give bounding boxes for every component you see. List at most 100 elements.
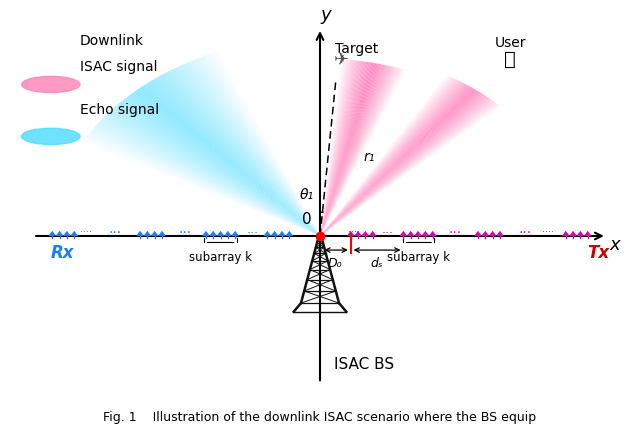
Wedge shape [320, 77, 452, 236]
Polygon shape [362, 231, 369, 236]
Polygon shape [496, 231, 504, 236]
Text: Downlink: Downlink [80, 34, 144, 48]
Text: y: y [321, 6, 331, 24]
Polygon shape [202, 231, 210, 236]
Polygon shape [562, 231, 570, 236]
Wedge shape [320, 61, 358, 236]
Wedge shape [320, 65, 387, 236]
Wedge shape [320, 66, 392, 236]
Wedge shape [129, 94, 320, 236]
Wedge shape [110, 110, 320, 236]
Wedge shape [88, 132, 320, 236]
Wedge shape [205, 55, 320, 236]
Polygon shape [414, 231, 422, 236]
Wedge shape [320, 62, 370, 236]
Polygon shape [231, 231, 239, 236]
Wedge shape [320, 67, 396, 236]
Text: ...: ... [246, 223, 259, 236]
Wedge shape [320, 89, 475, 236]
Wedge shape [320, 104, 499, 236]
Text: ....: .... [348, 224, 360, 235]
Wedge shape [320, 95, 486, 236]
Polygon shape [143, 231, 151, 236]
Wedge shape [320, 63, 375, 236]
Wedge shape [320, 96, 487, 236]
Polygon shape [56, 231, 63, 236]
Wedge shape [175, 67, 320, 236]
Wedge shape [320, 64, 382, 236]
Wedge shape [106, 113, 320, 236]
Wedge shape [194, 59, 320, 236]
Wedge shape [124, 97, 320, 236]
Polygon shape [481, 231, 489, 236]
Polygon shape [429, 231, 436, 236]
Ellipse shape [22, 128, 80, 145]
Wedge shape [320, 78, 456, 236]
Polygon shape [271, 231, 278, 236]
Text: Tx: Tx [587, 244, 609, 262]
Wedge shape [320, 105, 500, 236]
Wedge shape [154, 78, 320, 236]
Wedge shape [320, 64, 380, 236]
Wedge shape [320, 100, 493, 236]
Wedge shape [320, 93, 483, 236]
Wedge shape [145, 84, 320, 236]
Wedge shape [320, 61, 366, 236]
Wedge shape [95, 125, 320, 236]
Polygon shape [224, 231, 232, 236]
Wedge shape [100, 119, 320, 236]
Wedge shape [320, 61, 364, 236]
Wedge shape [320, 60, 350, 236]
Wedge shape [320, 91, 479, 236]
Wedge shape [320, 84, 467, 236]
Polygon shape [209, 231, 217, 236]
Wedge shape [157, 76, 320, 236]
Wedge shape [186, 62, 320, 236]
Wedge shape [320, 78, 454, 236]
Wedge shape [320, 75, 448, 236]
Wedge shape [162, 74, 320, 236]
Wedge shape [320, 62, 371, 236]
Wedge shape [196, 58, 320, 236]
Text: ...: ... [109, 223, 122, 236]
Text: ✈: ✈ [334, 51, 349, 69]
Text: Rx: Rx [51, 244, 74, 262]
Wedge shape [320, 101, 494, 236]
Wedge shape [320, 63, 376, 236]
Text: Fig. 1    Illustration of the downlink ISAC scenario where the BS equip: Fig. 1 Illustration of the downlink ISAC… [104, 411, 536, 424]
Wedge shape [320, 79, 456, 236]
Wedge shape [320, 68, 400, 236]
Wedge shape [320, 87, 472, 236]
Wedge shape [320, 94, 484, 236]
Wedge shape [320, 68, 399, 236]
Wedge shape [170, 70, 320, 236]
Wedge shape [159, 75, 320, 236]
Polygon shape [399, 231, 407, 236]
Wedge shape [320, 81, 461, 236]
Wedge shape [102, 117, 320, 236]
Wedge shape [320, 80, 458, 236]
Wedge shape [320, 61, 357, 236]
Wedge shape [87, 134, 320, 236]
Wedge shape [99, 121, 320, 236]
Polygon shape [217, 231, 225, 236]
Wedge shape [320, 101, 495, 236]
Wedge shape [149, 81, 320, 236]
Wedge shape [320, 93, 481, 236]
Wedge shape [320, 97, 489, 236]
Wedge shape [135, 90, 320, 236]
Text: ...: ... [448, 223, 461, 236]
Wedge shape [320, 59, 345, 236]
Wedge shape [320, 61, 362, 236]
Wedge shape [202, 56, 320, 236]
Wedge shape [320, 60, 356, 236]
Polygon shape [354, 231, 362, 236]
Wedge shape [320, 94, 484, 236]
Wedge shape [122, 99, 320, 236]
Wedge shape [320, 99, 491, 236]
Wedge shape [320, 80, 459, 236]
Wedge shape [320, 88, 474, 236]
Wedge shape [207, 54, 320, 236]
Wedge shape [320, 90, 478, 236]
Wedge shape [320, 60, 351, 236]
